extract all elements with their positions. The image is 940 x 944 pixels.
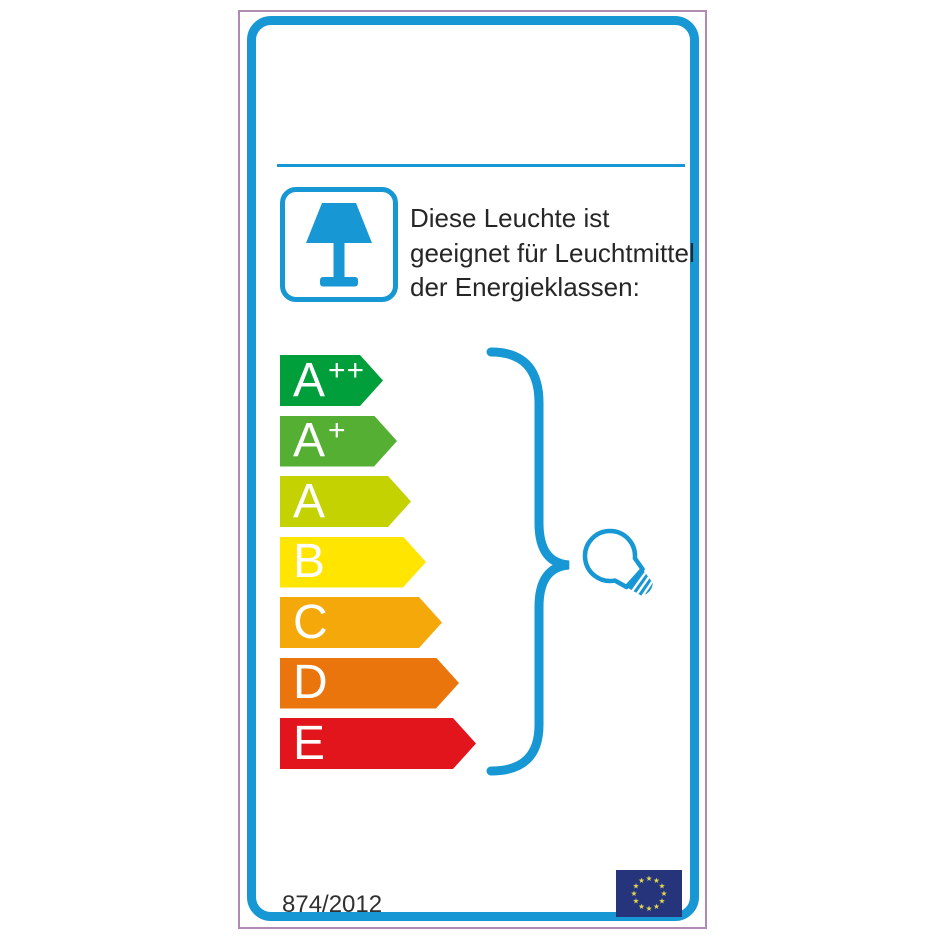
header-separator: [277, 164, 685, 167]
eu-flag: ★ ★★★★★★★★★★★: [616, 870, 682, 917]
table-lamp-icon: [306, 203, 372, 287]
svg-text:★: ★: [659, 882, 666, 891]
svg-text:★: ★: [633, 882, 640, 891]
svg-text:★: ★: [638, 902, 645, 911]
eu-flag-background: [616, 870, 682, 917]
energy-class-arrows: A ++ A + A B C D E: [280, 355, 520, 779]
svg-text:★: ★: [661, 889, 668, 898]
svg-text:★: ★: [633, 897, 640, 906]
energy-arrow-a-plus: A +: [280, 416, 397, 467]
label-blue-frame: Diese Leuchte ist geeignet für Leuchtmit…: [247, 16, 699, 921]
svg-text:★: ★: [646, 904, 653, 913]
svg-text:★: ★: [653, 902, 660, 911]
svg-text:★: ★: [659, 897, 666, 906]
energy-arrow-b: B: [280, 537, 426, 588]
suitability-line-3: der Energieklassen:: [410, 272, 640, 302]
svg-text:★: ★: [646, 874, 653, 883]
energy-arrow-e: E: [280, 718, 476, 769]
suitability-line-1: Diese Leuchte ist: [410, 203, 610, 233]
svg-text:★: ★: [638, 876, 645, 885]
luminaire-icon-box: [280, 187, 398, 302]
energy-arrow-d: D: [280, 658, 459, 709]
energy-label: Diese Leuchte ist geeignet für Leuchtmit…: [238, 10, 707, 929]
energy-arrow-a: A: [280, 476, 411, 527]
eu-flag-stars: ★ ★★★★★★★★★★★: [631, 874, 668, 913]
energy-arrow-c: C: [280, 597, 442, 648]
suitability-text: Diese Leuchte ist geeignet für Leuchtmit…: [410, 201, 695, 305]
light-bulb-icon: [582, 528, 654, 598]
energy-arrow-a-plus-plus: A ++: [280, 355, 383, 406]
svg-text:★: ★: [653, 876, 660, 885]
svg-text:★: ★: [631, 889, 638, 898]
regulation-number: 874/2012: [282, 891, 383, 918]
suitability-line-2: geeignet für Leuchtmittel: [410, 237, 695, 268]
